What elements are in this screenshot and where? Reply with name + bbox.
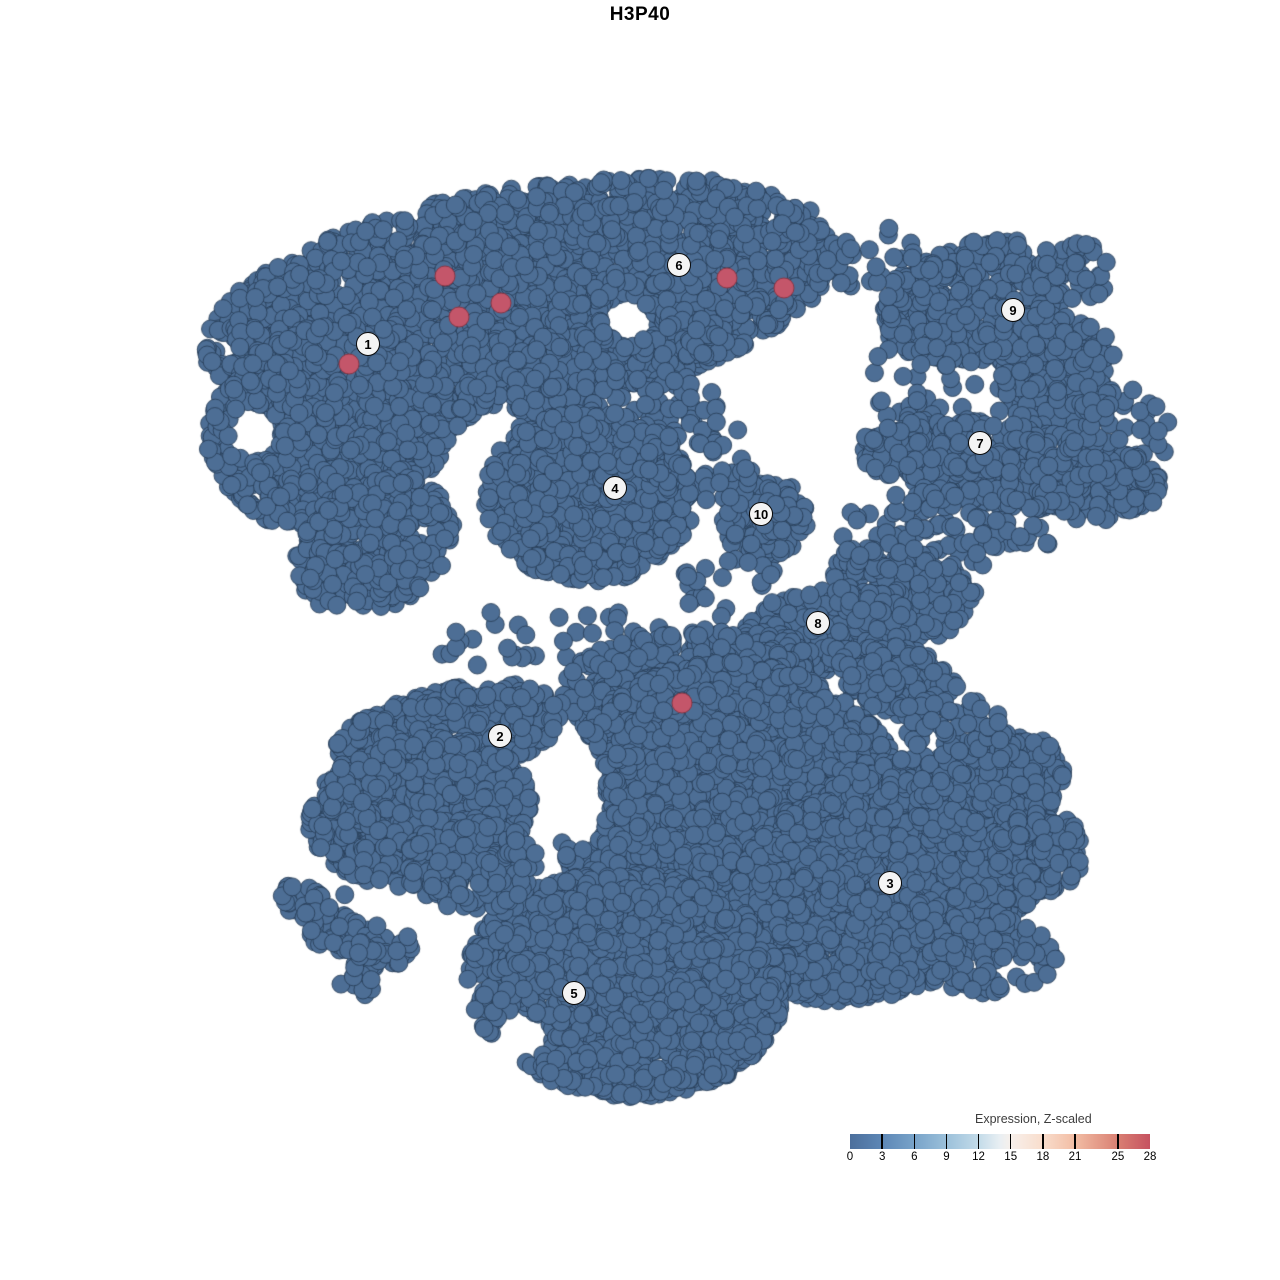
legend-tick-label: 25 — [1111, 1151, 1125, 1163]
legend-tick-label: 6 — [911, 1151, 918, 1163]
legend-tick-line — [1042, 1134, 1044, 1149]
legend-tick-labels: 0 3 6 9 12 15 18 21 25 28 — [846, 1151, 1157, 1165]
expression-legend: Expression, Z-scaled 0 3 6 9 12 15 18 21 25 28 — [846, 1112, 1157, 1172]
legend-tick-label: 3 — [878, 1151, 886, 1163]
legend-title: Expression, Z-scaled — [975, 1112, 1092, 1126]
legend-tick-line — [881, 1134, 883, 1149]
legend-colorbar — [850, 1134, 1150, 1149]
legend-tick-line — [945, 1134, 948, 1149]
legend-tick-line — [1117, 1134, 1119, 1149]
legend-tick-line — [977, 1134, 980, 1149]
legend-tick-line — [1009, 1134, 1012, 1149]
legend-tick-line — [1074, 1134, 1076, 1149]
legend-tick-label: 9 — [943, 1151, 950, 1163]
legend-tick-label: 12 — [972, 1151, 985, 1163]
legend-tick-line — [913, 1134, 916, 1149]
legend-tick-label: 18 — [1036, 1151, 1050, 1163]
legend-tick-label: 28 — [1143, 1151, 1157, 1163]
legend-tick-label: 21 — [1068, 1151, 1082, 1163]
legend-tick-label: 15 — [1004, 1151, 1018, 1163]
legend-tick-label: 0 — [846, 1151, 854, 1163]
